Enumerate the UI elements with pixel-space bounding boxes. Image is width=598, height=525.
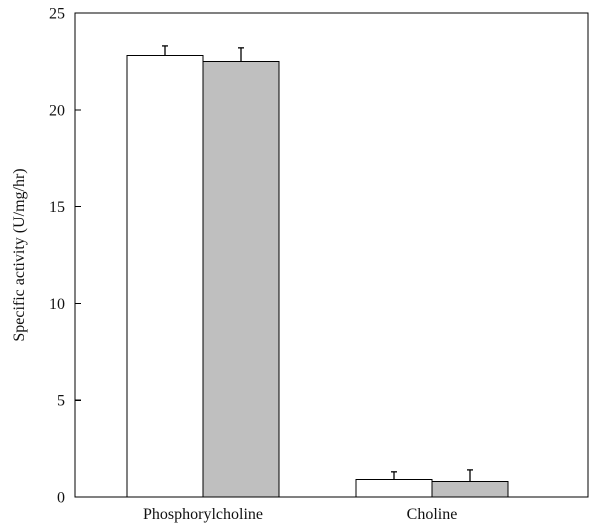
y-tick-label: 25 (49, 6, 65, 23)
y-tick-label: 10 (49, 296, 65, 313)
plot-frame (74, 12, 589, 498)
y-axis-title: Specific activity (U/mg/hr) (11, 168, 28, 341)
bar-series-1-phosphorylcholine (126, 54, 204, 498)
error-bars (162, 45, 473, 482)
bar-series-2-choline (431, 480, 509, 498)
y-axis-ticks: 0 5 10 15 20 25 (49, 6, 81, 507)
y-tick-label: 0 (57, 490, 65, 507)
bar-series-1-choline (355, 478, 433, 498)
x-category-label: Phosphorylcholine (143, 506, 263, 523)
x-axis-category-labels: Phosphorylcholine Choline (143, 491, 457, 523)
plot-area-border (74, 12, 589, 498)
bar-series-2-phosphorylcholine (202, 60, 280, 498)
x-category-label: Choline (407, 506, 458, 523)
y-tick-label: 20 (49, 102, 65, 119)
bar-series (126, 54, 509, 498)
y-tick-label: 5 (57, 393, 65, 410)
y-tick-label: 15 (49, 199, 65, 216)
